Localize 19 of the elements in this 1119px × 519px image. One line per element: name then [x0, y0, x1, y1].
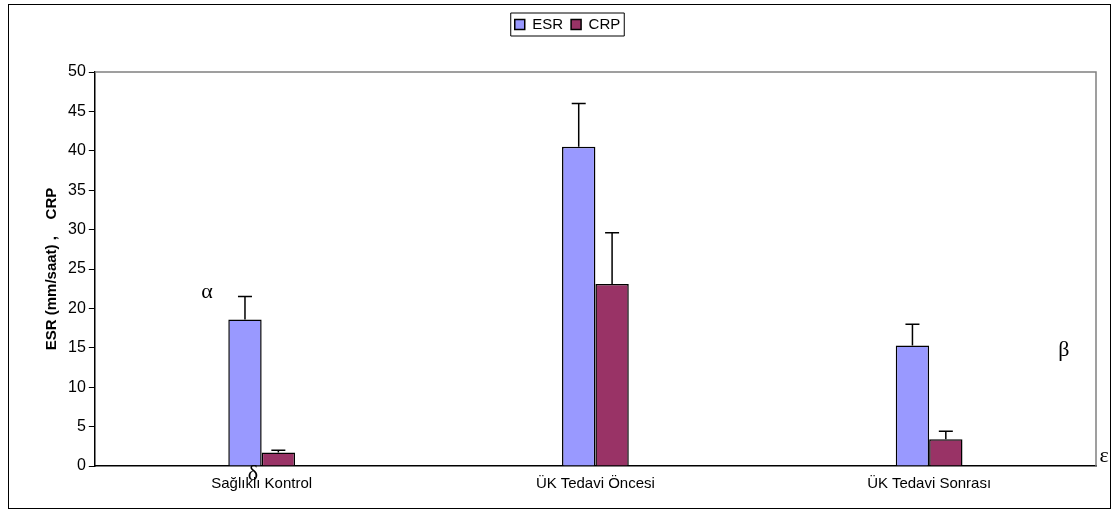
x-tick-label: ÜK Tedavi Öncesi — [535, 474, 655, 492]
x-tick-label: ÜK Tedavi Sonrası — [867, 474, 992, 492]
y-tick-label: 50 — [68, 62, 86, 80]
y-tick-label: 25 — [68, 259, 86, 277]
y-tick-label: 45 — [68, 101, 86, 119]
y-tick-label: 10 — [68, 377, 86, 395]
annotation: α — [201, 278, 214, 304]
y-tick-label: 30 — [68, 220, 86, 238]
annotation: β — [1058, 336, 1070, 362]
y-tick-label: 0 — [76, 456, 86, 474]
legend-label: CRP — [588, 14, 621, 32]
text: ε — [1099, 441, 1109, 467]
y-tick-label: 15 — [68, 338, 86, 356]
y-tick-label: 5 — [76, 417, 86, 435]
y-tick-label: 20 — [68, 298, 86, 316]
y-tick-label: 40 — [68, 141, 86, 159]
legend-label: ESR — [532, 14, 564, 32]
y-tick-label: 35 — [68, 180, 86, 198]
y-axis-title: ESR (mm/saat) , CRP — [42, 187, 60, 351]
